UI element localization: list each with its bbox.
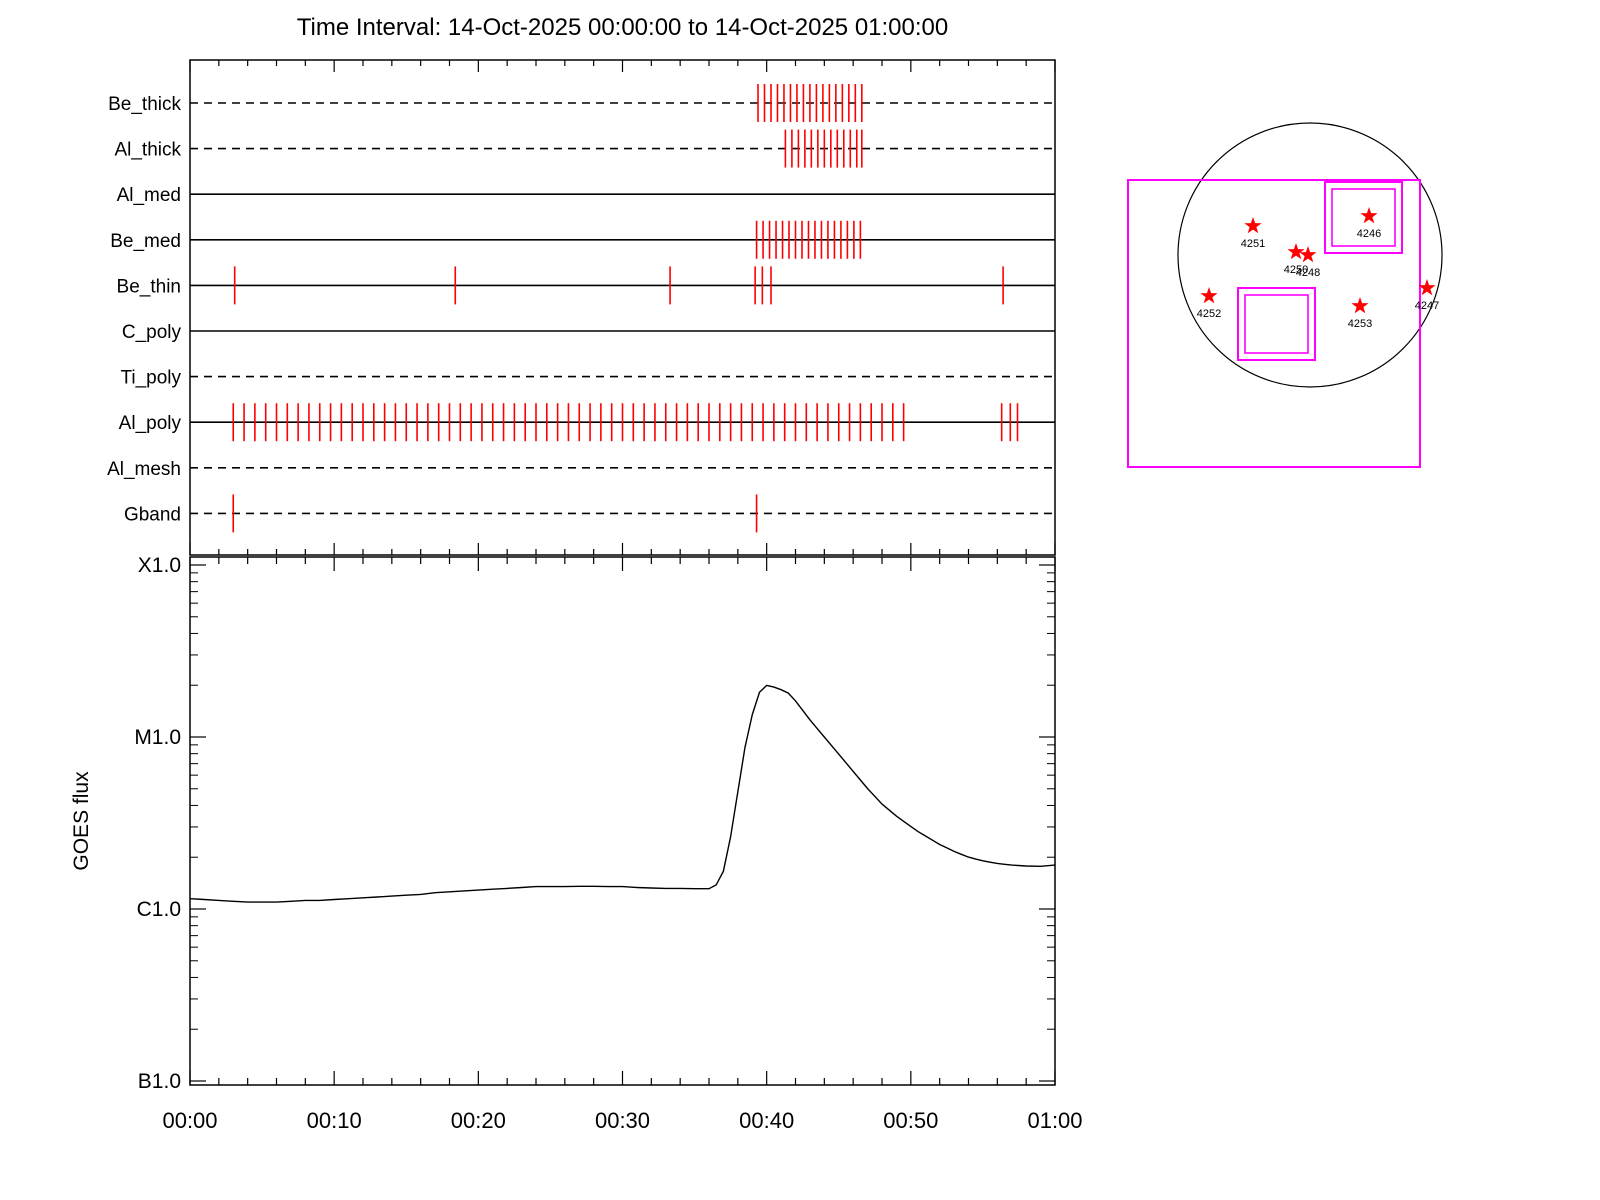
timeline-panel-border <box>189 59 1056 556</box>
time-axis-label: 01:00 <box>1027 1108 1082 1133</box>
figure-title: Time Interval: 14-Oct-2025 00:00:00 to 1… <box>296 14 949 41</box>
region-label: 4251 <box>1241 238 1265 250</box>
region-star-icon <box>1299 246 1317 263</box>
channel-label: Al_thick <box>114 140 181 161</box>
region-star-icon <box>1351 297 1369 314</box>
region-label: 4252 <box>1197 308 1221 320</box>
channel-label: C_poly <box>122 322 182 343</box>
active-region-4246: 4246 <box>1357 207 1381 240</box>
time-axis-label: 00:20 <box>451 1108 506 1133</box>
channel-row-Ti_poly: Ti_poly <box>120 368 1055 389</box>
channel-row-Gband: Gband <box>124 494 1055 533</box>
region-label: 4248 <box>1296 267 1320 279</box>
channel-row-Al_mesh: Al_mesh <box>107 459 1055 480</box>
xrt-timeline-panel: Be_thick Al_thick Al_med Be_med Be_thin C_pol… <box>107 59 1056 556</box>
goes-flux-panel: X1.0 M1.0 C1.0 B1.0 00:00 00:10 00:20 00:30 00:4… <box>70 554 1083 1133</box>
active-region-4252: 4252 <box>1197 287 1221 320</box>
fov-box-northeast <box>1324 181 1403 254</box>
region-star-icon <box>1244 217 1262 234</box>
channel-label: Gband <box>124 504 181 525</box>
active-region-4250: 4250 <box>1284 243 1308 276</box>
time-axis-label: 00:10 <box>307 1108 362 1133</box>
channel-row-Be_thick: Be_thick <box>108 84 1055 122</box>
region-label: 4247 <box>1415 300 1439 312</box>
goes-ytick-label: X1.0 <box>138 554 181 577</box>
channel-label: Be_med <box>110 231 181 252</box>
time-axis-label: 00:30 <box>595 1108 650 1133</box>
region-label: 4250 <box>1284 264 1308 276</box>
fov-box-northeast-inner <box>1331 188 1396 247</box>
channel-row-Al_poly: Al_poly <box>119 403 1055 442</box>
region-star-icon <box>1200 287 1218 304</box>
time-axis-label: 00:00 <box>162 1108 217 1133</box>
goes-panel-border <box>189 556 1056 1086</box>
channel-label: Al_poly <box>119 413 182 434</box>
fov-box-outer <box>1127 179 1421 468</box>
region-label: 4253 <box>1348 318 1372 330</box>
channel-row-Be_med: Be_med <box>110 220 1055 259</box>
solar-limb <box>1177 122 1443 388</box>
channel-label: Al_med <box>117 185 181 206</box>
goes-ytick-label: M1.0 <box>134 726 181 749</box>
region-star-icon <box>1360 207 1378 224</box>
goes-ytick-label: B1.0 <box>138 1070 181 1093</box>
time-axis-label: 00:40 <box>739 1108 794 1133</box>
region-label: 4246 <box>1357 228 1381 240</box>
channel-label: Be_thick <box>108 94 181 115</box>
goes-ylabel: GOES flux <box>70 771 93 871</box>
channel-row-C_poly: C_poly <box>122 322 1055 343</box>
active-region-4251: 4251 <box>1241 217 1265 250</box>
region-star-icon <box>1287 243 1305 260</box>
fov-box-center <box>1237 287 1316 361</box>
channel-row-Be_thin: Be_thin <box>117 266 1055 305</box>
region-star-icon <box>1418 279 1436 296</box>
active-region-4248: 4248 <box>1296 246 1320 279</box>
active-region-4253: 4253 <box>1348 297 1372 330</box>
active-region-4247: 4247 <box>1415 279 1439 312</box>
time-axis-label: 00:50 <box>883 1108 938 1133</box>
channel-label: Be_thin <box>117 276 181 297</box>
goes-flux-curve <box>189 684 1056 903</box>
goes-ytick-label: C1.0 <box>137 898 181 921</box>
channel-label: Ti_poly <box>120 368 181 389</box>
fov-box-center-inner <box>1244 294 1309 354</box>
channel-row-Al_thick: Al_thick <box>114 129 1055 168</box>
channel-row-Al_med: Al_med <box>117 185 1055 206</box>
channel-label: Al_mesh <box>107 459 181 480</box>
